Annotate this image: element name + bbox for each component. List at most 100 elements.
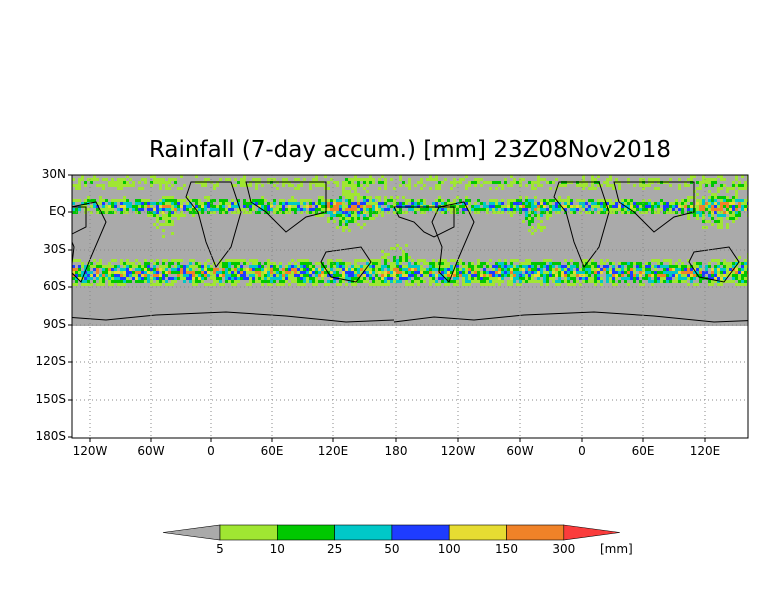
rain-cell	[222, 265, 225, 268]
rain-cell	[81, 265, 84, 268]
rain-cell	[384, 265, 387, 268]
rain-cell	[168, 202, 171, 205]
rain-cell	[456, 181, 459, 184]
rain-cell	[129, 184, 132, 187]
rain-cell	[459, 181, 462, 184]
rain-cell	[225, 199, 228, 202]
rain-cell	[582, 277, 585, 280]
rain-cell	[408, 178, 411, 181]
rain-cell	[381, 268, 384, 271]
rain-cell	[165, 274, 168, 277]
rain-cell	[396, 211, 399, 214]
rain-cell	[183, 271, 186, 274]
rain-cell	[564, 184, 567, 187]
rain-cell	[567, 271, 570, 274]
rain-cell	[534, 262, 537, 265]
rain-cell	[261, 268, 264, 271]
rain-cell	[84, 202, 87, 205]
rain-cell	[219, 262, 222, 265]
rain-cell	[135, 268, 138, 271]
coastline-shape	[613, 181, 695, 233]
rain-cell	[537, 181, 540, 184]
rain-cell	[306, 271, 309, 274]
rain-cell	[390, 199, 393, 202]
rain-cell	[384, 256, 387, 259]
rain-cell	[687, 214, 690, 217]
rain-cell	[627, 277, 630, 280]
rain-cell	[729, 205, 732, 208]
rain-cell	[360, 196, 363, 199]
rain-cell	[120, 211, 123, 214]
lon-label: 0	[578, 444, 586, 458]
rain-cell	[432, 259, 435, 262]
rain-cell	[510, 259, 513, 262]
rain-cell	[672, 268, 675, 271]
rain-cell	[606, 280, 609, 283]
rain-cell	[693, 277, 696, 280]
rain-cell	[744, 268, 747, 271]
rain-cell	[252, 208, 255, 211]
rain-cell	[531, 271, 534, 274]
rain-cell	[168, 181, 171, 184]
coastline-shape	[72, 206, 87, 235]
rain-cell	[681, 262, 684, 265]
rain-cell	[612, 208, 615, 211]
rain-cell	[375, 265, 378, 268]
rain-cell	[168, 220, 171, 223]
rain-cell	[123, 268, 126, 271]
rain-cell	[243, 205, 246, 208]
rain-cell	[597, 184, 600, 187]
rain-cell	[489, 187, 492, 190]
rain-cell	[141, 202, 144, 205]
rain-cell	[348, 274, 351, 277]
rain-cell	[399, 265, 402, 268]
rain-cell	[186, 274, 189, 277]
rain-cell	[99, 259, 102, 262]
rain-cell	[411, 274, 414, 277]
rain-cell	[396, 244, 399, 247]
rain-cell	[318, 214, 321, 217]
rain-cell	[726, 226, 729, 229]
rain-cell	[678, 265, 681, 268]
rain-cell	[186, 277, 189, 280]
rain-cell	[567, 277, 570, 280]
rain-cell	[636, 202, 639, 205]
rain-cell	[696, 268, 699, 271]
rain-cell	[345, 217, 348, 220]
rain-cell	[312, 268, 315, 271]
rain-cell	[678, 208, 681, 211]
rain-cell	[591, 280, 594, 283]
rain-cell	[267, 262, 270, 265]
rain-cell	[597, 205, 600, 208]
rain-cell	[168, 271, 171, 274]
rain-cell	[255, 199, 258, 202]
rain-cell	[405, 268, 408, 271]
rain-cell	[582, 259, 585, 262]
rain-cell	[474, 265, 477, 268]
rain-cell	[147, 208, 150, 211]
rain-cell	[630, 271, 633, 274]
rain-cell	[261, 199, 264, 202]
rain-cell	[78, 271, 81, 274]
rain-cell	[135, 265, 138, 268]
rain-cell	[651, 283, 654, 286]
rain-cell	[72, 178, 75, 181]
rain-cell	[309, 268, 312, 271]
rain-cell	[264, 208, 267, 211]
rain-cell	[579, 205, 582, 208]
rain-cell	[492, 283, 495, 286]
rain-cell	[321, 214, 324, 217]
rain-cell	[258, 280, 261, 283]
rain-cell	[117, 208, 120, 211]
rain-cell	[687, 283, 690, 286]
rain-cell	[579, 184, 582, 187]
rain-cell	[282, 211, 285, 214]
rain-cell	[438, 259, 441, 262]
rain-cell	[75, 280, 78, 283]
rain-cell	[735, 259, 738, 262]
rain-cell	[150, 211, 153, 214]
rain-cell	[642, 283, 645, 286]
rain-cell	[570, 274, 573, 277]
rain-cell	[714, 178, 717, 181]
rain-cell	[666, 259, 669, 262]
